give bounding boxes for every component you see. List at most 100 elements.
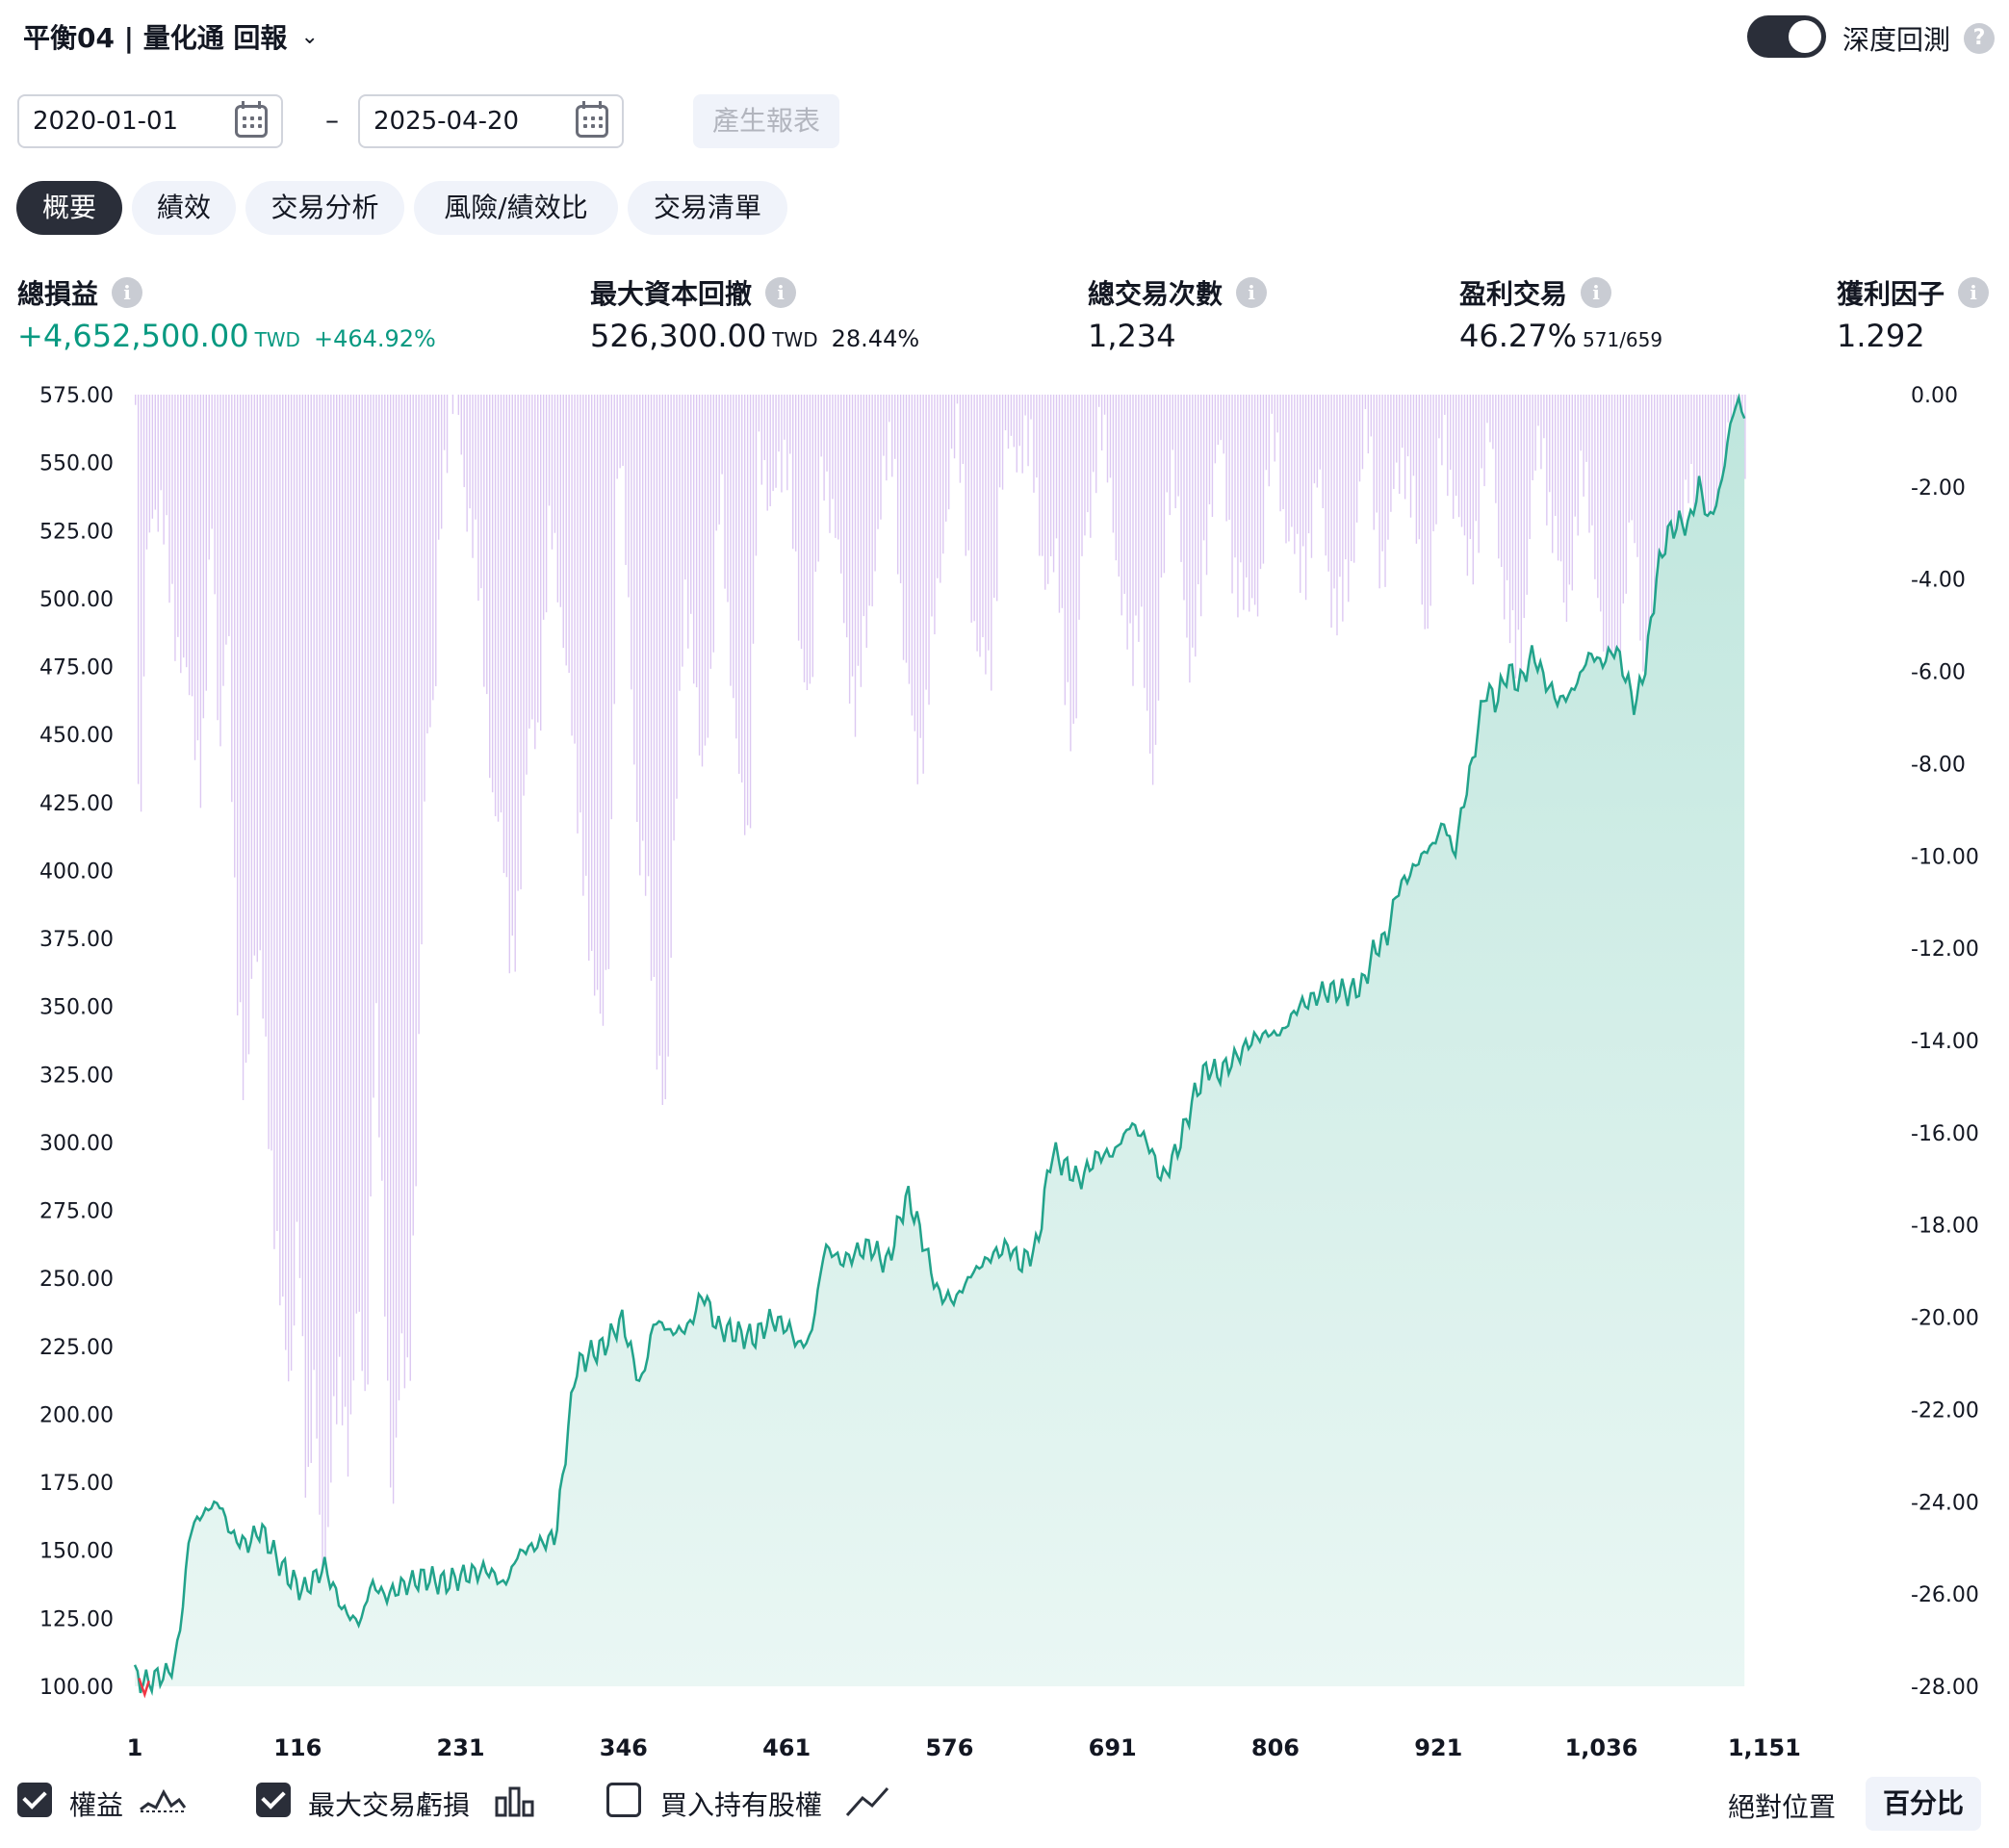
profit-factor-label-text: 獲利因子 — [1837, 278, 1945, 310]
drawdown-bar — [1501, 395, 1503, 568]
drawdown-bar — [443, 395, 446, 450]
drawdown-bar — [993, 395, 995, 599]
info-icon[interactable]: i — [1958, 277, 1990, 308]
drawdown-bar — [701, 395, 704, 767]
drawdown-bar — [596, 395, 599, 990]
info-icon[interactable]: i — [765, 277, 797, 308]
percent-toggle[interactable]: 百分比 — [1866, 1777, 1981, 1831]
help-icon[interactable]: ? — [1964, 23, 1995, 54]
x-axis-ticks: 1 116 231 346 461 576 691 806 921 1,036 1,151 — [127, 1734, 1801, 1761]
drawdown-bar — [285, 395, 287, 1350]
drawdown-bar — [403, 395, 406, 1389]
left-axis-tick: 250.00 — [39, 1268, 114, 1292]
right-axis-tick: -12.00 — [1911, 937, 1979, 962]
drawdown-bar — [1135, 395, 1137, 616]
drawdown-bar — [282, 395, 284, 1297]
profitable-trades-value: 46.27% 571/659 — [1459, 318, 1662, 354]
start-date-field[interactable]: 2020-01-01 — [17, 94, 283, 148]
drawdown-bar — [1600, 395, 1602, 612]
drawdown-bar — [196, 395, 199, 741]
drawdown-bar — [1370, 395, 1373, 437]
drawdown-bar — [752, 395, 755, 644]
left-axis-ticks: 575.00 550.00 525.00 500.00 475.00 450.00 425.… — [39, 384, 114, 1700]
drawdown-bar — [370, 395, 372, 1197]
drawdown-bar — [695, 395, 698, 688]
drawdown-bar — [1378, 395, 1380, 589]
drawdown-bar — [616, 395, 618, 479]
chevron-down-icon[interactable]: ⌄ — [300, 24, 319, 49]
absolute-position-toggle[interactable]: 絕對位置 — [1728, 1791, 1837, 1823]
drawdown-bar — [794, 395, 797, 552]
drawdown-bar — [1163, 395, 1166, 574]
drawdown-bar — [1447, 395, 1449, 497]
drawdown-bar — [724, 395, 726, 589]
right-axis-tick: -28.00 — [1911, 1676, 1979, 1700]
drawdown-bar — [1583, 395, 1584, 497]
drawdown-bar — [1042, 395, 1043, 556]
drawdown-bar — [1214, 395, 1217, 464]
drawdown-bar — [1457, 395, 1460, 518]
drawdown-bar — [1381, 395, 1383, 552]
drawdown-bar — [1532, 395, 1533, 481]
drawdown-bar — [1463, 395, 1466, 536]
generate-report-button[interactable]: 產生報表 — [693, 94, 839, 148]
tab-performance[interactable]: 績效 — [132, 181, 236, 235]
drawdown-bar — [1100, 395, 1103, 451]
drawdown-bar — [435, 395, 437, 686]
drawdown-bar — [1103, 395, 1106, 415]
drawdown-bar — [880, 395, 882, 520]
right-axis-tick: -26.00 — [1911, 1583, 1979, 1607]
drawdown-bar — [185, 395, 188, 668]
net-profit-amount: +4,652,500.00 — [17, 318, 249, 354]
drawdown-bar — [1084, 395, 1086, 536]
info-icon[interactable]: i — [112, 277, 143, 308]
drawdown-bar — [934, 395, 936, 635]
drawdown-bar — [738, 395, 740, 774]
end-date-field[interactable]: 2025-04-20 — [358, 94, 624, 148]
drawdown-bar — [1301, 395, 1304, 547]
equity-drawdown-chart[interactable]: 575.00 550.00 525.00 500.00 475.00 450.00 425.… — [0, 366, 2009, 1761]
info-icon[interactable]: i — [1581, 277, 1612, 308]
drawdown-bar — [1619, 395, 1622, 708]
drawdown-bar — [1172, 395, 1173, 450]
drawdown-bar — [400, 395, 403, 1334]
max-trade-loss-checkbox[interactable] — [256, 1783, 291, 1817]
tab-overview[interactable]: 概要 — [16, 181, 122, 235]
drawdown-bar — [1199, 395, 1202, 617]
drawdown-bar — [276, 395, 278, 1231]
drawdown-bar — [1580, 395, 1582, 451]
drawdown-bar — [256, 395, 258, 962]
calendar-icon[interactable] — [576, 101, 608, 138]
report-title[interactable]: 平衡04 | 量化通 回報 ⌄ — [23, 17, 319, 56]
drawdown-bar — [1472, 395, 1474, 585]
drawdown-bar — [1610, 395, 1613, 704]
drawdown-bar — [1355, 395, 1358, 523]
drawdown-bar — [1648, 395, 1650, 752]
drawdown-bar — [709, 395, 712, 669]
right-axis-tick: -14.00 — [1911, 1030, 1979, 1054]
drawdown-bar — [1348, 395, 1350, 603]
drawdown-bar — [1562, 395, 1565, 603]
equity-checkbox[interactable] — [17, 1783, 52, 1817]
profitable-trades-label-text: 盈利交易 — [1459, 278, 1568, 310]
drawdown-bar — [763, 395, 765, 461]
drawdown-bar — [1690, 395, 1692, 464]
drawdown-bar — [378, 395, 380, 1138]
calendar-icon[interactable] — [235, 101, 268, 138]
tab-risk-ratios[interactable]: 風險/績效比 — [414, 181, 618, 235]
drawdown-bar — [1645, 395, 1647, 780]
x-axis-tick: 461 — [762, 1734, 811, 1761]
drawdown-bar — [1450, 395, 1452, 471]
drawdown-bar — [1044, 395, 1046, 590]
drawdown-bar — [554, 395, 556, 533]
tab-trade-analysis[interactable]: 交易分析 — [245, 181, 404, 235]
right-axis-tick: -6.00 — [1911, 661, 1966, 685]
buy-hold-checkbox[interactable] — [606, 1783, 641, 1817]
drawdown-bar — [1549, 395, 1551, 493]
drawdown-bar — [1109, 395, 1112, 478]
tab-trade-list[interactable]: 交易清單 — [628, 181, 787, 235]
drawdown-bar — [698, 395, 701, 756]
deep-backtest-toggle[interactable] — [1747, 15, 1826, 58]
drawdown-bar — [1225, 395, 1227, 522]
info-icon[interactable]: i — [1236, 277, 1268, 308]
